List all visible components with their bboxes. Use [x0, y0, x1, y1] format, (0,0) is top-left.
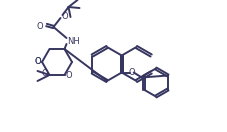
Text: O: O [42, 69, 49, 79]
Text: O: O [37, 22, 44, 30]
Text: O: O [34, 58, 41, 67]
Text: NH: NH [67, 37, 80, 46]
Text: O: O [66, 72, 72, 81]
Text: O: O [34, 58, 41, 67]
Text: O: O [62, 11, 68, 20]
Text: O: O [128, 68, 135, 77]
